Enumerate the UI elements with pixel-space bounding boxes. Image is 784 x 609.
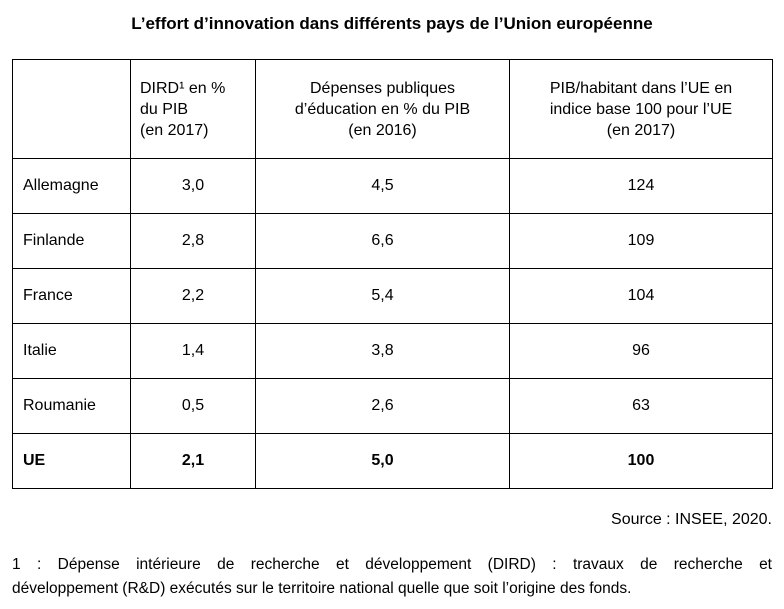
dird-value-cell: 1,4 [130, 323, 256, 379]
table-row-finlande: Finlande 2,8 6,6 109 [12, 213, 773, 269]
table-row-ue-total: UE 2,1 5,0 100 [12, 433, 773, 489]
pib-value-cell: 100 [509, 433, 773, 489]
pib-value-cell: 104 [509, 268, 773, 324]
country-cell: Allemagne [12, 158, 131, 214]
education-value-cell: 5,4 [255, 268, 510, 324]
innovation-table: DIRD¹ en % du PIB (en 2017) Dépenses pub… [12, 59, 773, 489]
footnote-line-2: développement (R&D) exécutés sur le terr… [12, 580, 632, 597]
dird-value-cell: 0,5 [130, 378, 256, 434]
dird-value-cell: 2,2 [130, 268, 256, 324]
pib-value-cell: 96 [509, 323, 773, 379]
footnote-line-1: 1 : Dépense intérieure de recherche et d… [12, 556, 772, 573]
table-row-roumanie: Roumanie 0,5 2,6 63 [12, 378, 773, 434]
pib-value-cell: 124 [509, 158, 773, 214]
country-cell: France [12, 268, 131, 324]
header-country-cell [12, 59, 131, 159]
country-cell: Roumanie [12, 378, 131, 434]
table-row-allemagne: Allemagne 3,0 4,5 124 [12, 158, 773, 214]
country-cell: Finlande [12, 213, 131, 269]
header-education-cell: Dépenses publiques d’éducation en % du P… [255, 59, 510, 159]
education-value-cell: 2,6 [255, 378, 510, 434]
table-row-italie: Italie 1,4 3,8 96 [12, 323, 773, 379]
dird-value-cell: 3,0 [130, 158, 256, 214]
page-title: L’effort d’innovation dans différents pa… [131, 14, 653, 33]
dird-value-cell: 2,8 [130, 213, 256, 269]
education-value-cell: 4,5 [255, 158, 510, 214]
table-row-france: France 2,2 5,4 104 [12, 268, 773, 324]
pib-value-cell: 109 [509, 213, 773, 269]
education-value-cell: 6,6 [255, 213, 510, 269]
header-dird-cell: DIRD¹ en % du PIB (en 2017) [130, 59, 256, 159]
country-cell: UE [12, 433, 131, 489]
education-value-cell: 5,0 [255, 433, 510, 489]
dird-value-cell: 2,1 [130, 433, 256, 489]
country-cell: Italie [12, 323, 131, 379]
education-value-cell: 3,8 [255, 323, 510, 379]
source-note: Source : INSEE, 2020. [611, 511, 772, 528]
header-pib-cell: PIB/habitant dans l’UE en indice base 10… [509, 59, 773, 159]
footnote: 1 : Dépense intérieure de recherche et d… [12, 553, 772, 601]
table-header-row: DIRD¹ en % du PIB (en 2017) Dépenses pub… [12, 59, 773, 159]
pib-value-cell: 63 [509, 378, 773, 434]
